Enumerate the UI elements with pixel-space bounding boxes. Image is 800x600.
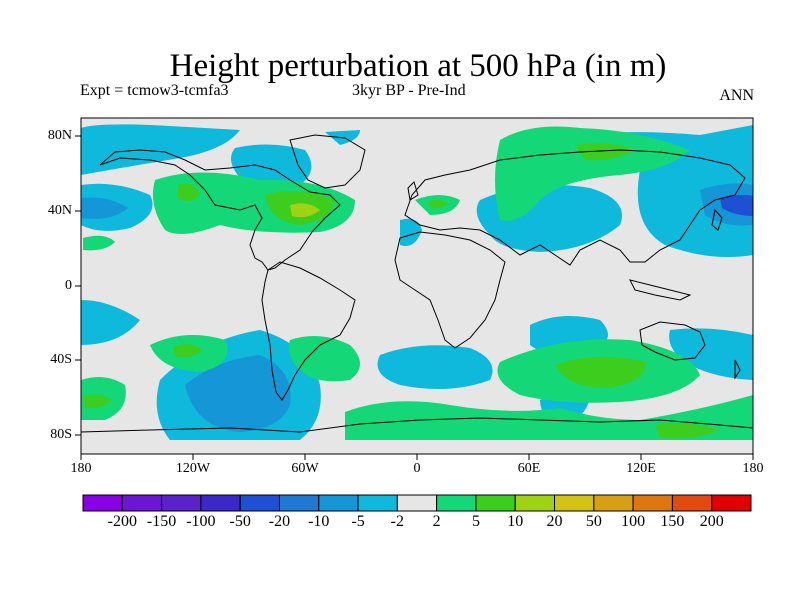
colorbar-swatch — [121, 494, 163, 512]
y-tick-label: 40S — [50, 352, 72, 367]
contour-pos — [290, 203, 320, 218]
colorbar-swatch — [475, 494, 516, 512]
colorbar-swatch — [318, 494, 359, 512]
colorbar-label: -200 — [107, 513, 137, 530]
contour-pos — [655, 423, 720, 439]
colorbar-label: -10 — [308, 513, 330, 530]
colorbar-swatch — [239, 494, 280, 512]
colorbar-swatch — [593, 494, 634, 512]
colorbar-label: 2 — [432, 513, 441, 530]
contour-neg — [81, 300, 140, 345]
coast-uk — [407, 181, 419, 201]
colorbar-label: -100 — [186, 513, 216, 530]
colorbar-swatch — [82, 494, 123, 512]
coast-antarctica — [81, 417, 753, 433]
contour-pos — [83, 235, 115, 251]
contour-pos — [428, 199, 448, 209]
contour-pos — [360, 288, 390, 307]
contour-fields — [81, 124, 753, 454]
contour-neg — [377, 345, 493, 389]
contour-neg — [720, 194, 753, 216]
colorbar-swatch — [200, 494, 241, 512]
colorbar-label: 5 — [471, 513, 480, 530]
coast-japan — [711, 208, 723, 231]
x-tick-label: 120W — [175, 461, 211, 476]
coast-greenland — [289, 134, 366, 189]
y-tick-label: 80N — [47, 128, 72, 143]
x-tick-label: 180 — [742, 461, 764, 476]
colorbar-label: -50 — [229, 513, 251, 530]
contour-pos — [178, 183, 200, 201]
coast-new-zealand — [734, 359, 741, 380]
colorbar-label: 10 — [507, 513, 524, 530]
colorbar-swatch — [357, 494, 398, 512]
colorbar-swatch — [514, 494, 556, 512]
colorbar-label: 100 — [621, 513, 646, 530]
y-tick-label: 80S — [50, 427, 72, 442]
contour-neg — [637, 156, 753, 258]
coast-indonesia — [629, 279, 692, 301]
contour-pos — [83, 394, 112, 409]
experiment-label: Expt = tcmow3-tcmfa3 — [80, 82, 229, 99]
x-tick-label: 60W — [291, 461, 319, 476]
coast-africa — [394, 231, 506, 349]
contour-pos — [555, 356, 646, 389]
colorbar-swatch — [711, 494, 752, 512]
colorbar-label: -20 — [268, 513, 291, 530]
contour-neg — [185, 355, 291, 432]
contour-pos — [495, 126, 690, 221]
y-tick-label: 0 — [65, 278, 72, 293]
coast-north-america — [99, 149, 341, 271]
contour-neg — [400, 218, 422, 246]
colorbar-swatch — [436, 494, 477, 512]
colorbar-label: 200 — [699, 513, 724, 530]
colorbar-label: -5 — [351, 513, 365, 530]
period-label: 3kyr BP - Pre-Ind — [352, 82, 466, 99]
plot-title: Height perturbation at 500 hPa (in m) — [169, 48, 667, 84]
colorbar — [82, 494, 752, 512]
contour-neg — [669, 328, 753, 380]
x-tick-label: 0 — [413, 461, 421, 476]
contour-neg — [231, 144, 312, 188]
axis-ticks — [75, 135, 754, 460]
colorbar-label: -150 — [146, 513, 177, 530]
x-tick-label: 120E — [626, 461, 656, 476]
x-tick-label: 60E — [517, 461, 541, 476]
contour-pos — [575, 143, 635, 161]
colorbar-swatch — [161, 494, 202, 512]
y-tick-label: 40N — [47, 203, 72, 218]
x-tick-label: 180 — [70, 461, 92, 476]
contour-pos — [173, 344, 202, 358]
contour-pos — [81, 440, 753, 454]
colorbar-swatch — [554, 494, 595, 512]
coast-australia — [639, 321, 706, 361]
contour-neg — [81, 124, 240, 175]
coastlines — [81, 134, 753, 433]
colorbar-swatch — [632, 494, 673, 512]
contour-neg — [81, 197, 128, 219]
coast-eurasia — [404, 149, 746, 266]
coast-south-america — [261, 261, 356, 401]
colorbar-label: -2 — [390, 513, 404, 530]
season-label: ANN — [719, 87, 754, 104]
contour-pos — [288, 336, 360, 382]
colorbar-swatch — [278, 494, 320, 512]
colorbar-label: 20 — [546, 513, 563, 530]
colorbar-swatch — [671, 494, 713, 512]
colorbar-swatch — [396, 494, 438, 512]
colorbar-label: 50 — [585, 513, 602, 530]
colorbar-label: 150 — [660, 513, 685, 530]
contour-pos — [345, 395, 753, 444]
